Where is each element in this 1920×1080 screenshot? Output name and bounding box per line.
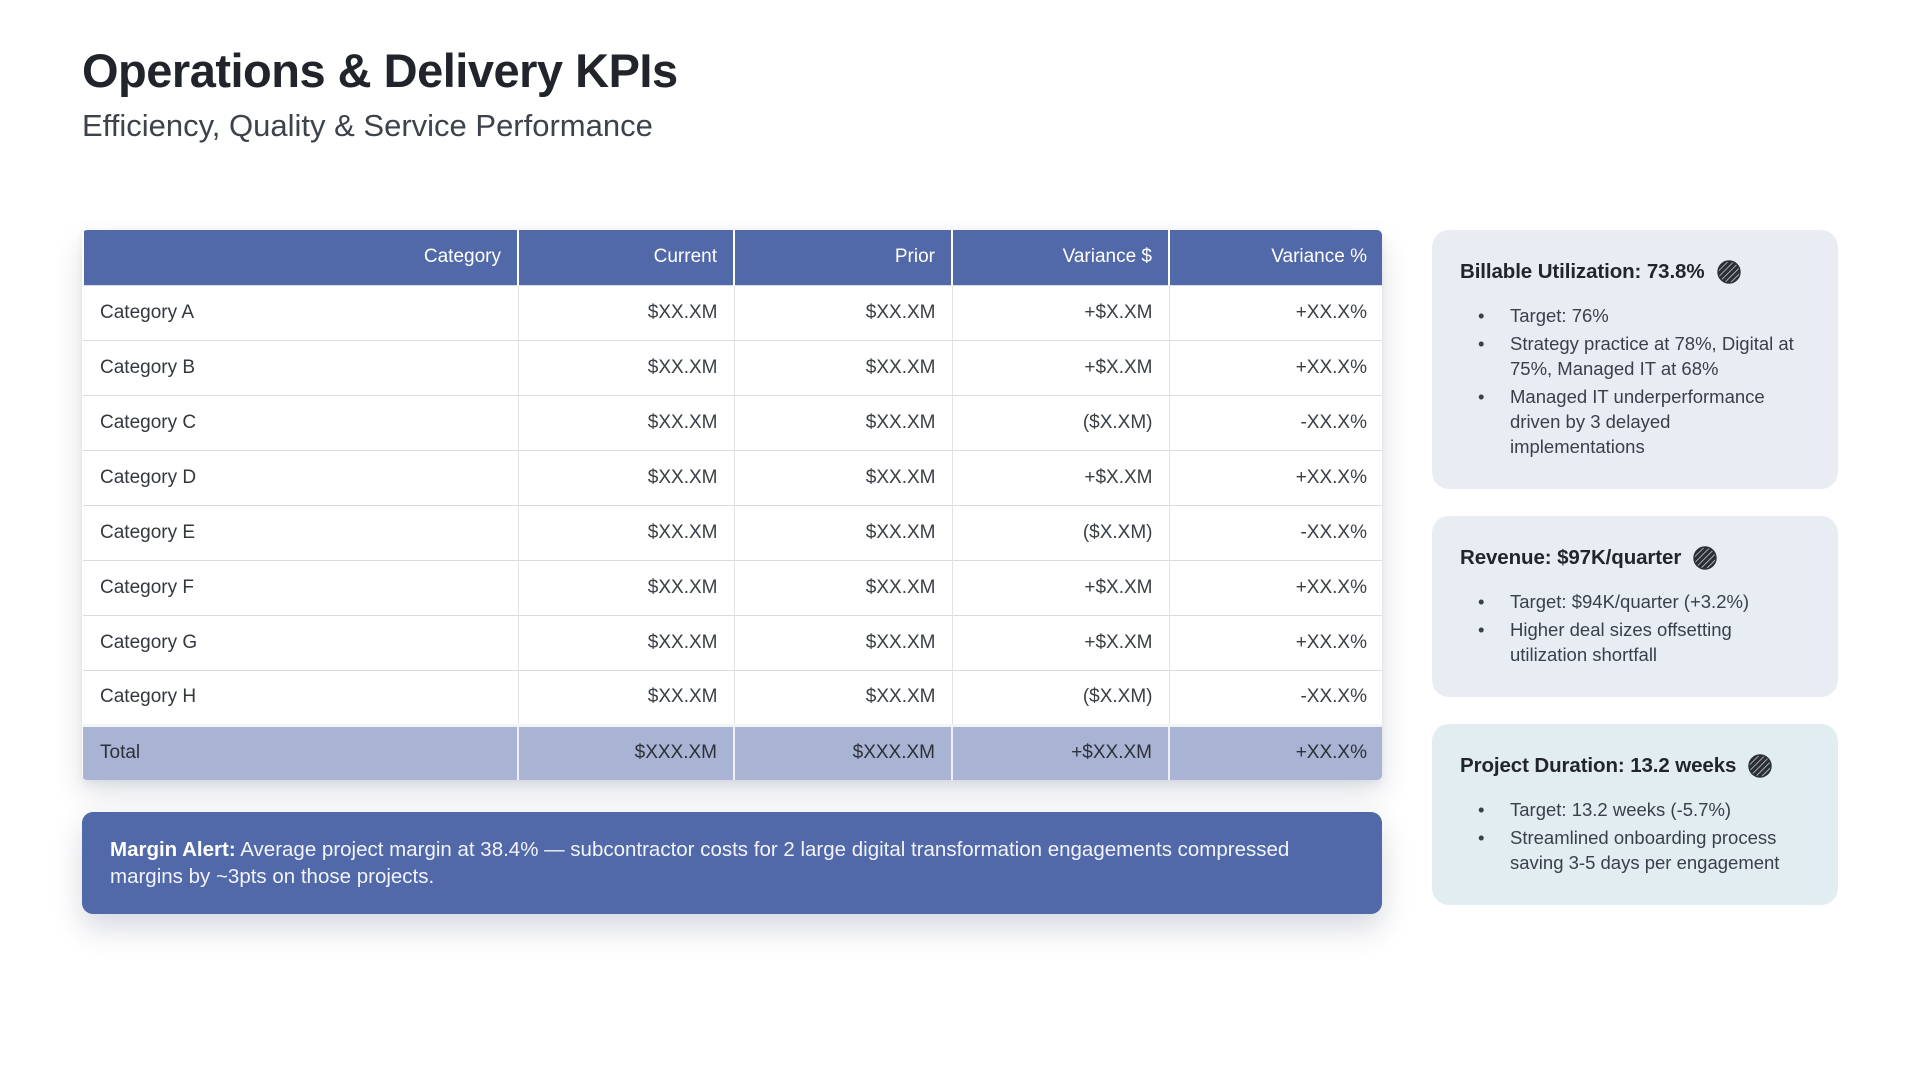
category-cell: Category H (83, 669, 518, 725)
kpi-cards-column: Billable Utilization: 73.8% Target: 76% S… (1432, 230, 1838, 932)
card-bullet: Target: $94K/quarter (+3.2%) (1464, 590, 1810, 615)
card-revenue: Revenue: $97K/quarter Target: $94K/quart… (1432, 515, 1838, 697)
variance-usd-cell: +$X.XM (951, 284, 1169, 340)
total-label-cell: Total (83, 723, 518, 780)
margin-alert-banner: Margin Alert: Average project margin at … (82, 812, 1382, 915)
card-bullet: Target: 13.2 weeks (-5.7%) (1464, 798, 1810, 823)
table-row: Category B $XX.XM $XX.XM +$X.XM +XX.X% (83, 339, 1382, 395)
variance-usd-cell: ($X.XM) (951, 669, 1169, 725)
column-header: Category (82, 230, 518, 285)
card-title-row: Project Duration: 13.2 weeks (1460, 754, 1810, 778)
table-row: Category A $XX.XM $XX.XM +$X.XM +XX.X% (83, 284, 1382, 340)
column-header: Variance % (1168, 230, 1382, 285)
category-cell: Category B (83, 339, 518, 395)
table-header-row: Category Current Prior Variance $ Variance % (82, 230, 1382, 285)
prior-cell: $XX.XM (733, 559, 952, 615)
prior-cell: $XX.XM (733, 504, 952, 560)
table-row: Category G $XX.XM $XX.XM +$X.XM +XX.X% (83, 614, 1382, 670)
variance-pct-cell: +XX.X% (1168, 339, 1382, 395)
variance-usd-cell: ($X.XM) (951, 504, 1169, 560)
table-row: Category F $XX.XM $XX.XM +$X.XM +XX.X% (83, 559, 1382, 615)
total-variance-usd-cell: +$XX.XM (951, 723, 1169, 780)
table-row: Category D $XX.XM $XX.XM +$X.XM +XX.X% (83, 449, 1382, 505)
card-title-row: Billable Utilization: 73.8% (1460, 260, 1810, 284)
card-bullet: Managed IT underperformance driven by 3 … (1464, 385, 1810, 460)
table-row: Category H $XX.XM $XX.XM ($X.XM) -XX.X% (83, 669, 1382, 725)
card-bullet: Higher deal sizes offsetting utilization… (1464, 618, 1810, 668)
card-bullet-list: Target: 13.2 weeks (-5.7%) Streamlined on… (1460, 798, 1810, 876)
variance-usd-cell: +$X.XM (951, 614, 1169, 670)
column-header: Variance $ (951, 230, 1169, 285)
table-row: Category C $XX.XM $XX.XM ($X.XM) -XX.X% (83, 394, 1382, 450)
prior-cell: $XX.XM (733, 394, 952, 450)
total-prior-cell: $XXX.XM (733, 723, 952, 780)
category-cell: Category C (83, 394, 518, 450)
hatched-circle-icon (1716, 260, 1741, 284)
category-cell: Category D (83, 449, 518, 505)
variance-pct-cell: -XX.X% (1168, 504, 1382, 560)
variance-usd-cell: +$X.XM (951, 339, 1169, 395)
card-bullet-list: Target: $94K/quarter (+3.2%) Higher deal … (1460, 590, 1810, 668)
card-title: Revenue: $97K/quarter (1460, 545, 1682, 569)
category-cell: Category A (83, 284, 518, 340)
category-cell: Category E (83, 504, 518, 560)
table-body: Category A $XX.XM $XX.XM +$X.XM +XX.X% C… (83, 284, 1382, 725)
page-title: Operations & Delivery KPIs (82, 44, 678, 97)
card-bullet-list: Target: 76% Strategy practice at 78%, Dig… (1460, 304, 1810, 460)
category-cell: Category F (83, 559, 518, 615)
table-footer: Total $XXX.XM $XXX.XM +$XX.XM +XX.X% (83, 723, 1382, 780)
card-billable-utilization: Billable Utilization: 73.8% Target: 76% S… (1432, 230, 1838, 489)
variance-usd-cell: +$X.XM (951, 449, 1169, 505)
prior-cell: $XX.XM (733, 614, 952, 670)
variance-pct-cell: -XX.X% (1168, 669, 1382, 725)
card-title: Project Duration: 13.2 weeks (1460, 753, 1737, 777)
total-variance-pct-cell: +XX.X% (1168, 723, 1382, 780)
variance-pct-cell: +XX.X% (1168, 559, 1382, 615)
current-cell: $XX.XM (517, 504, 734, 560)
card-bullet: Strategy practice at 78%, Digital at 75%… (1464, 332, 1810, 382)
card-title-row: Revenue: $97K/quarter (1460, 546, 1810, 570)
total-current-cell: $XXX.XM (517, 723, 734, 780)
prior-cell: $XX.XM (733, 284, 952, 340)
card-bullet: Streamlined onboarding process saving 3-… (1464, 826, 1810, 876)
current-cell: $XX.XM (517, 614, 734, 670)
current-cell: $XX.XM (517, 449, 734, 505)
card-project-duration: Project Duration: 13.2 weeks Target: 13.… (1432, 723, 1838, 905)
current-cell: $XX.XM (517, 339, 734, 395)
table-row: Category E $XX.XM $XX.XM ($X.XM) -XX.X% (83, 504, 1382, 560)
variance-pct-cell: +XX.X% (1168, 614, 1382, 670)
page-header: Operations & Delivery KPIs Efficiency, Q… (82, 44, 678, 144)
current-cell: $XX.XM (517, 559, 734, 615)
hatched-circle-icon (1693, 546, 1717, 570)
column-header: Prior (733, 230, 952, 285)
prior-cell: $XX.XM (733, 449, 952, 505)
page-subtitle: Efficiency, Quality & Service Performanc… (82, 108, 653, 144)
variance-pct-cell: +XX.X% (1168, 284, 1382, 340)
total-row: Total $XXX.XM $XXX.XM +$XX.XM +XX.X% (83, 723, 1382, 780)
variance-pct-cell: -XX.X% (1168, 394, 1382, 450)
current-cell: $XX.XM (517, 669, 734, 725)
table-header: Category Current Prior Variance $ Variance % (82, 230, 1382, 285)
variance-pct-cell: +XX.X% (1168, 449, 1382, 505)
current-cell: $XX.XM (517, 284, 734, 340)
card-bullet: Target: 76% (1464, 304, 1810, 329)
alert-label: Margin Alert: (110, 838, 236, 861)
kpi-table: Category Current Prior Variance $ Variance %… (82, 230, 1382, 780)
prior-cell: $XX.XM (733, 669, 952, 725)
card-title: Billable Utilization: 73.8% (1460, 260, 1705, 283)
hatched-circle-icon (1748, 754, 1773, 778)
variance-usd-cell: ($X.XM) (951, 394, 1169, 450)
category-cell: Category G (83, 614, 518, 670)
variance-usd-cell: +$X.XM (951, 559, 1169, 615)
prior-cell: $XX.XM (733, 339, 952, 395)
alert-text: Average project margin at 38.4% — subcon… (110, 838, 1290, 889)
current-cell: $XX.XM (517, 394, 734, 450)
column-header: Current (517, 230, 734, 285)
